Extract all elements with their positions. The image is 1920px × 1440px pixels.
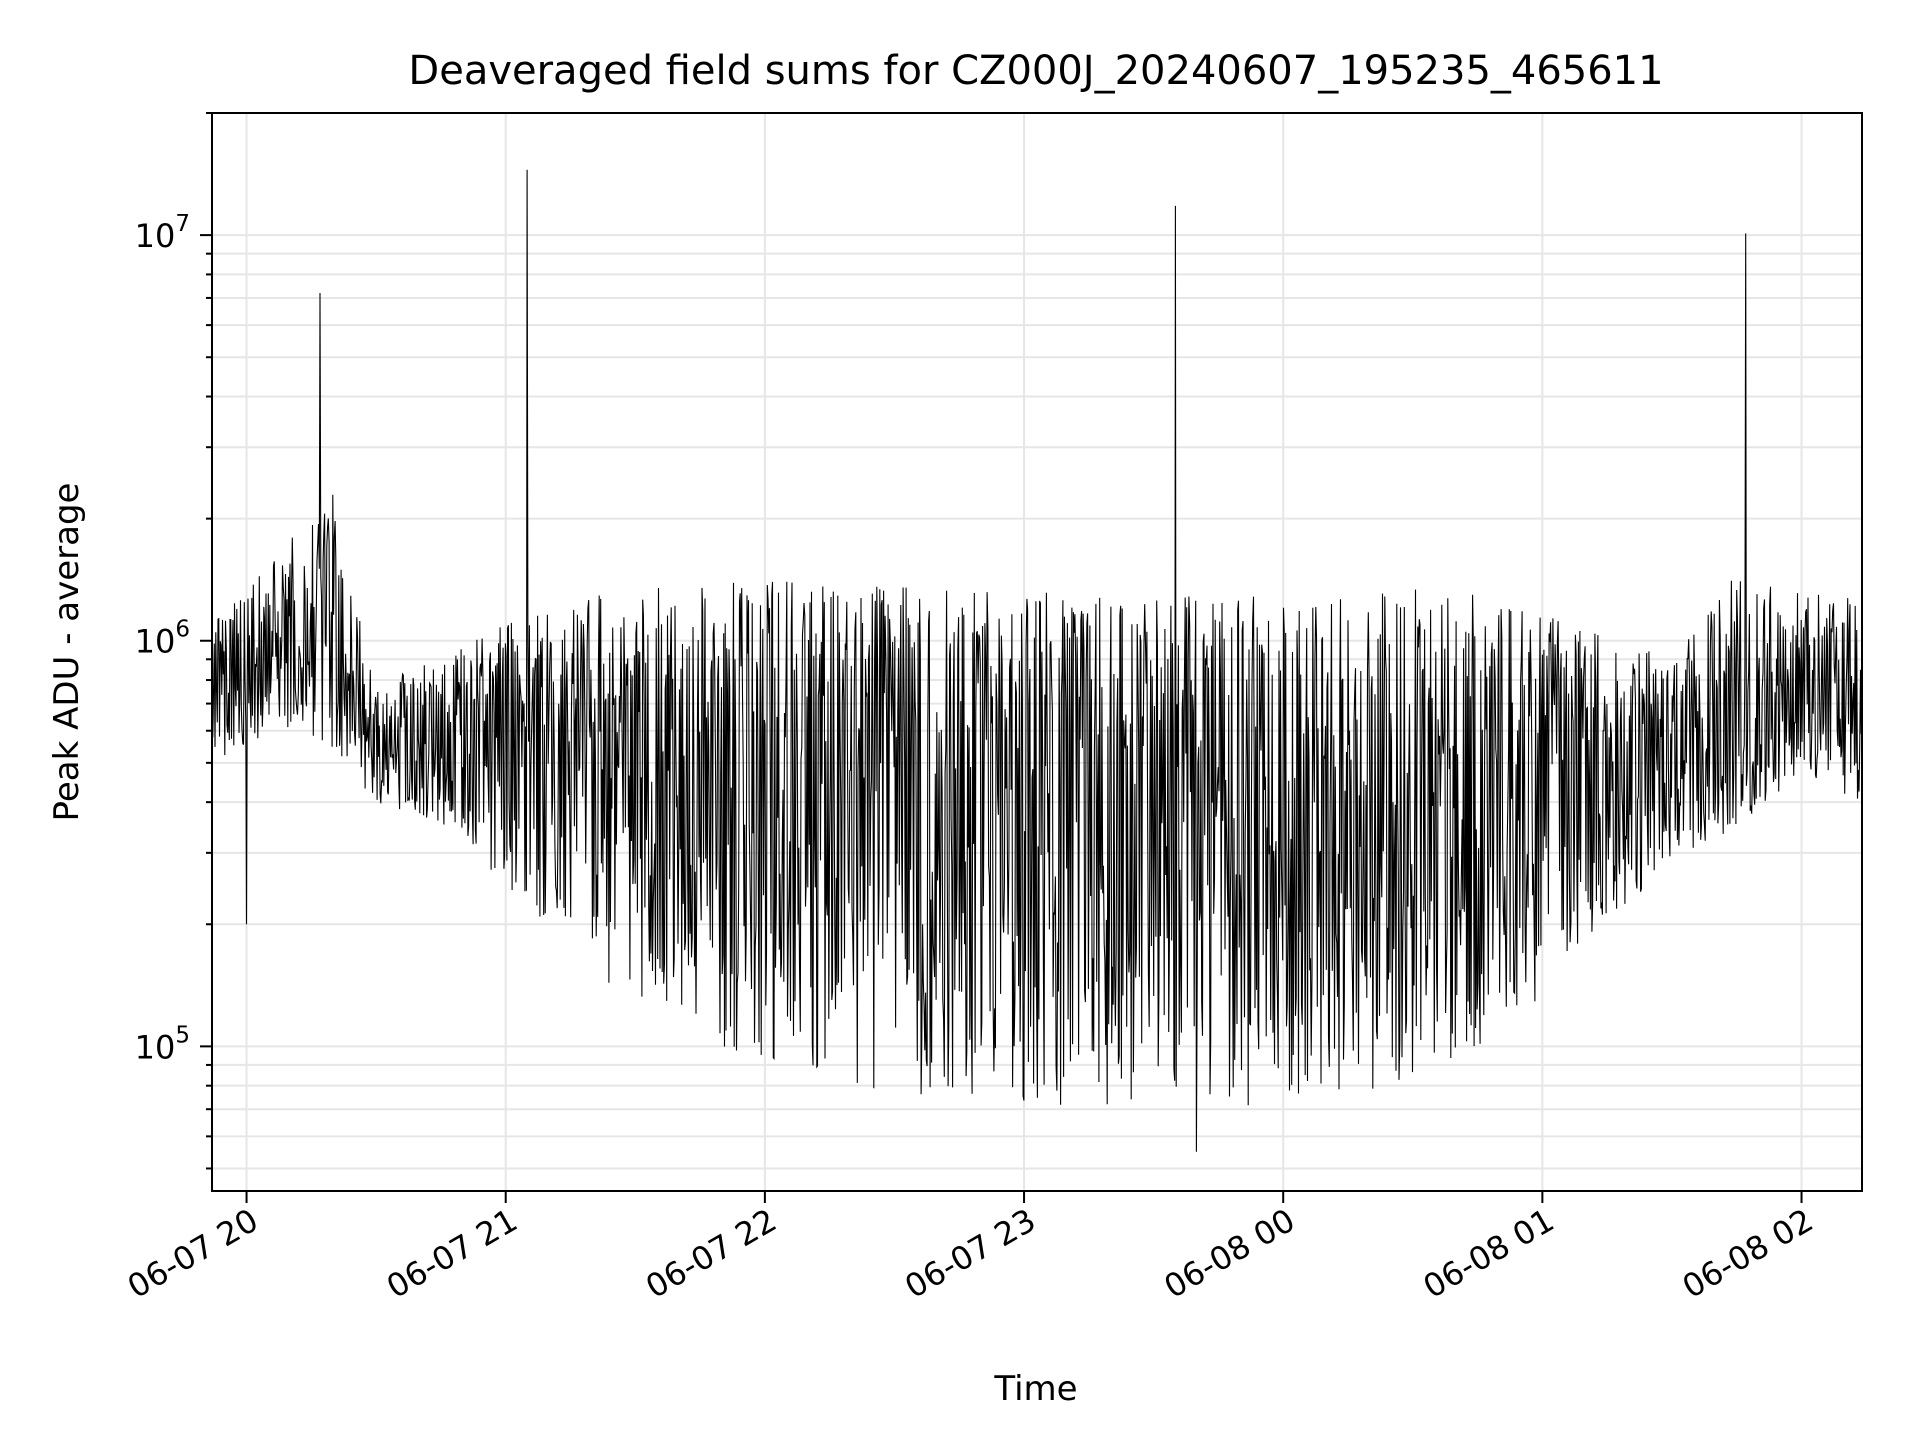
x-tick-label: 06-07 23 — [898, 1201, 1042, 1306]
series-line — [211, 169, 1863, 1152]
x-tick-label: 06-07 20 — [121, 1201, 265, 1306]
x-tick-label: 06-07 22 — [639, 1201, 783, 1306]
x-axis-label: Time — [993, 1369, 1077, 1409]
y-axis: 105 106 107 — [135, 112, 212, 1170]
chart-title: Deaveraged field sums for CZ000J_2024060… — [408, 48, 1663, 94]
x-tick-label: 06-07 21 — [380, 1201, 524, 1306]
x-axis: 06-07 20 06-07 21 06-07 22 06-07 23 06-08 00… — [121, 1191, 1820, 1306]
y-tick-label: 106 — [135, 617, 190, 661]
y-tick-label: 107 — [135, 211, 190, 255]
series-path — [211, 169, 1863, 1152]
y-axis-label: Peak ADU - average — [47, 483, 87, 822]
x-tick-label: 06-08 00 — [1158, 1201, 1302, 1306]
x-tick-label: 06-08 01 — [1417, 1201, 1561, 1306]
x-tick-label: 06-08 02 — [1676, 1201, 1820, 1306]
y-tick-label: 105 — [135, 1022, 190, 1066]
plot-area-frame — [211, 112, 1863, 1192]
